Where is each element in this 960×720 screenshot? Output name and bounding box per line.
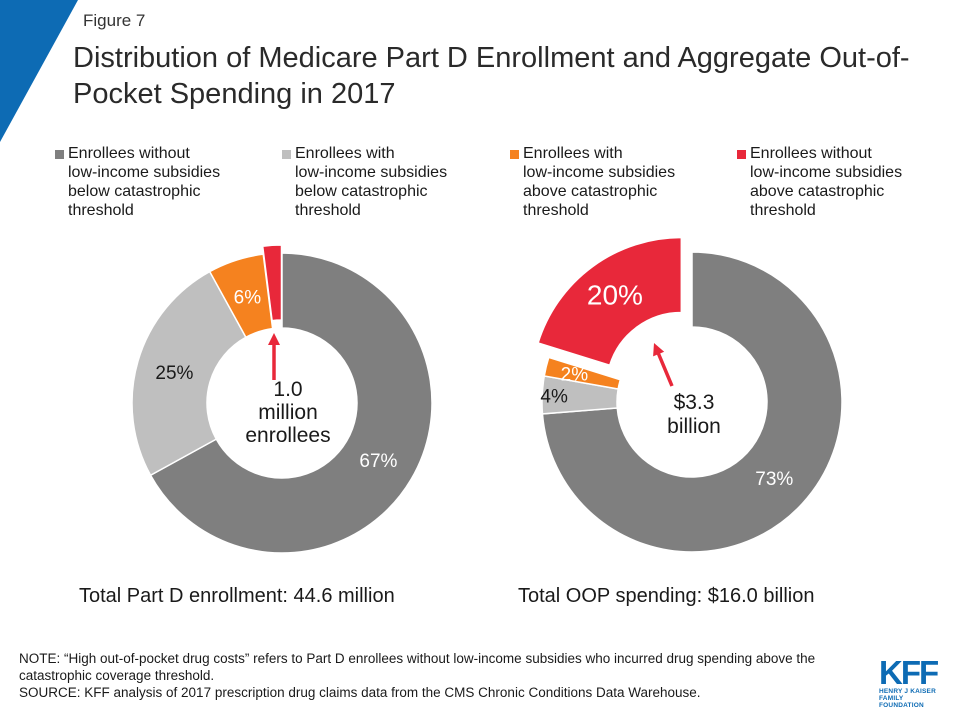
- legend-swatch: [510, 150, 519, 159]
- legend-label: Enrollees without low-income subsidies b…: [68, 145, 221, 219]
- legend-item: Enrollees with low-income subsidies belo…: [282, 144, 505, 220]
- donut-slice: [261, 244, 283, 322]
- footnote: NOTE: “High out-of-pocket drug costs” re…: [19, 650, 829, 701]
- legend-item: Enrollees without low-income subsidies b…: [55, 144, 278, 220]
- donut-value-label: 25%: [155, 363, 193, 384]
- donut-value-label: 4%: [540, 386, 568, 407]
- annotation-arrow-head: [268, 333, 280, 345]
- kff-logo: KFF HENRY J KAISER FAMILY FOUNDATION: [879, 654, 949, 709]
- donut-slice: [543, 356, 622, 390]
- donut-value-label: 6%: [234, 287, 262, 308]
- center-annotation: 1.0 million enrollees: [245, 378, 330, 447]
- donut-slice: [537, 236, 683, 367]
- page-title: Distribution of Medicare Part D Enrollme…: [73, 42, 910, 110]
- note-text: NOTE: “High out-of-pocket drug costs” re…: [19, 651, 816, 683]
- annotation-arrow-line: [655, 349, 674, 387]
- annotation-arrow-head: [653, 343, 665, 357]
- donut-value-label: 2%: [258, 229, 286, 250]
- donut-value-label: 73%: [755, 469, 793, 490]
- logo-mark: KFF: [879, 654, 939, 691]
- center-annotation: $3.3 billion: [667, 391, 721, 438]
- donut-value-label: 2%: [561, 364, 589, 385]
- total-enrollment-label: Total Part D enrollment: 44.6 million: [79, 585, 395, 607]
- legend-label: Enrollees without low-income subsidies a…: [750, 145, 903, 219]
- donut-chart-2: 73% 4%2% 20% $3.3 billion: [537, 236, 843, 553]
- figure-label: Figure 7: [83, 11, 146, 30]
- donut-value-label: 20%: [587, 279, 643, 310]
- legend-label: Enrollees with low-income subsidies belo…: [295, 145, 448, 219]
- legend-swatch: [737, 150, 746, 159]
- legend-swatch: [282, 150, 291, 159]
- legend-item: Enrollees without low-income subsidies a…: [737, 144, 960, 220]
- donut-slice: [131, 270, 247, 477]
- legend-label: Enrollees with low-income subsidies abov…: [523, 145, 676, 219]
- donut-slice: [149, 252, 433, 554]
- donut-slice: [541, 251, 843, 553]
- corner-accent-shape: [0, 0, 78, 142]
- donut-chart-1: 67% 25% 6% 2% 1.0 million enrollees: [131, 229, 433, 554]
- legend-swatch: [55, 150, 64, 159]
- corner-accent: [0, 0, 78, 142]
- logo-subtitle: HENRY J KAISER FAMILY FOUNDATION: [879, 688, 936, 709]
- donut-value-label: 67%: [359, 451, 397, 472]
- total-spending-label: Total OOP spending: $16.0 billion: [518, 585, 815, 607]
- source-text: SOURCE: KFF analysis of 2017 prescriptio…: [19, 685, 701, 700]
- legend-item: Enrollees with low-income subsidies abov…: [510, 144, 733, 220]
